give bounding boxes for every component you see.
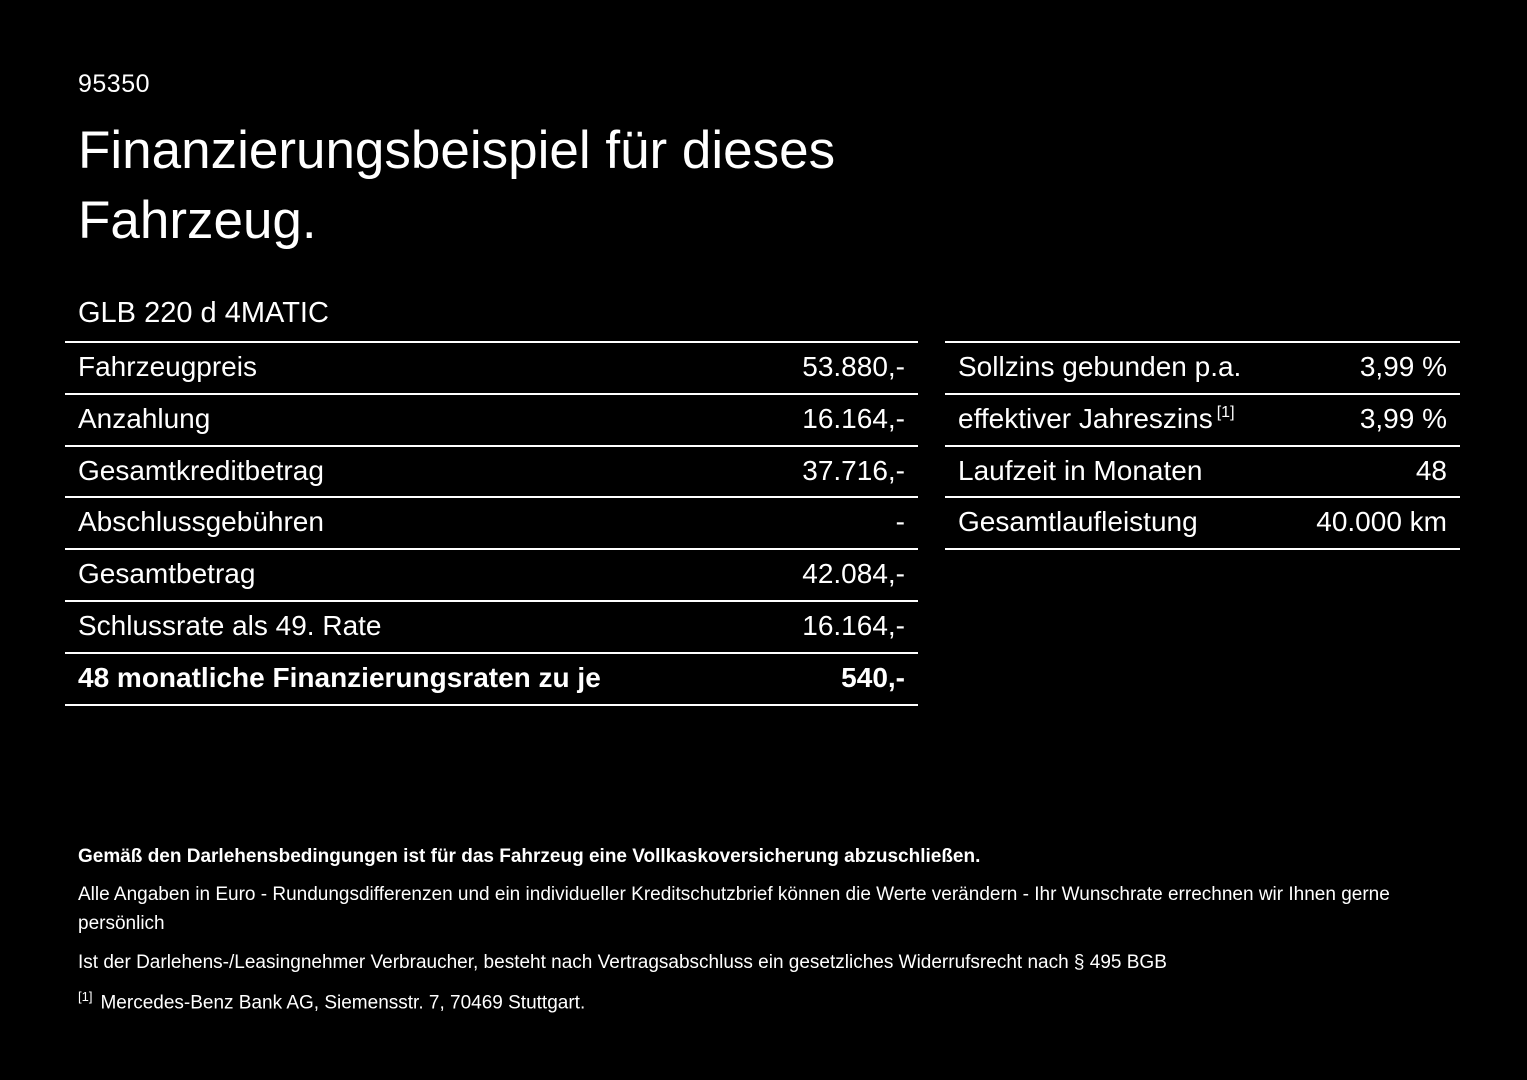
- row-label: Schlussrate als 49. Rate: [78, 609, 382, 641]
- withdrawal-note: Ist der Darlehens-/Leasingnehmer Verbrau…: [78, 951, 1167, 973]
- vehicle-model-name: GLB 220 d 4MATIC: [78, 297, 329, 329]
- legal-footer: Gemäß den Darlehensbedingungen ist für d…: [78, 846, 1458, 1015]
- row-value: 3,99 %: [1359, 351, 1447, 382]
- row-label: 48 monatliche Finanzierungsraten zu je: [78, 661, 601, 693]
- table-row: Anzahlung 16.164,-: [65, 392, 918, 445]
- table-row: Gesamtkreditbetrag 37.716,-: [65, 444, 918, 497]
- table-row: Sollzins gebunden p.a. 3,99 %: [945, 341, 1460, 393]
- table-row: Gesamtlaufleistung 40.000 km: [945, 496, 1460, 548]
- row-label: Laufzeit in Monaten: [958, 454, 1203, 486]
- row-value: 16.164,-: [802, 402, 905, 434]
- table-row: effektiver Jahreszins [1] 3,99 %: [945, 392, 1460, 445]
- table-row: Schlussrate als 49. Rate 16.164,-: [65, 599, 918, 652]
- row-label: Gesamtbetrag: [78, 558, 256, 590]
- row-value: 48: [1415, 454, 1447, 486]
- table-row: Fahrzeugpreis 53.880,-: [65, 341, 918, 393]
- finance-table: Fahrzeugpreis 53.880,- Anzahlung 16.164,…: [65, 341, 918, 706]
- conditions-table: Sollzins gebunden p.a. 3,99 % effektiver…: [945, 341, 1460, 551]
- table-row: Gesamtbetrag 42.084,-: [65, 548, 918, 600]
- row-value: 540,-: [841, 661, 905, 693]
- euro-note: Alle Angaben in Euro - Rundungsdifferenz…: [78, 884, 1390, 935]
- row-value: 42.084,-: [802, 558, 905, 590]
- table-row-monthly-rate: 48 monatliche Finanzierungsraten zu je 5…: [65, 651, 918, 704]
- row-value: 37.716,-: [802, 454, 905, 486]
- row-value: -: [895, 506, 905, 538]
- row-label: Abschlussgebühren: [78, 506, 324, 538]
- row-label: Gesamtkreditbetrag: [78, 454, 324, 486]
- row-label: Anzahlung: [78, 402, 211, 434]
- reference-number: 95350: [78, 70, 151, 98]
- row-label: Gesamtlaufleistung: [958, 506, 1198, 538]
- row-label: Sollzins gebunden p.a.: [958, 351, 1242, 382]
- row-value: 16.164,-: [802, 609, 905, 641]
- row-value: 53.880,-: [802, 351, 905, 382]
- footnote-marker: [1]: [78, 989, 93, 1005]
- page-title: Finanzierungsbeispiel für dieses Fahrzeu…: [78, 121, 836, 251]
- footnote: [1] Mercedes-Benz Bank AG, Siemensstr. 7,…: [78, 989, 1458, 1014]
- row-label: Fahrzeugpreis: [78, 351, 257, 382]
- row-value: 3,99 %: [1359, 402, 1447, 434]
- row-label: effektiver Jahreszins [1]: [958, 402, 1235, 434]
- insurance-note: Gemäß den Darlehensbedingungen ist für d…: [78, 846, 981, 867]
- table-row: Laufzeit in Monaten 48: [945, 444, 1460, 497]
- footnote-marker: [1]: [1216, 404, 1235, 422]
- footnote-text: Mercedes-Benz Bank AG, Siemensstr. 7, 70…: [100, 992, 586, 1014]
- row-value: 40.000 km: [1316, 506, 1447, 538]
- table-row: Abschlussgebühren -: [65, 496, 918, 548]
